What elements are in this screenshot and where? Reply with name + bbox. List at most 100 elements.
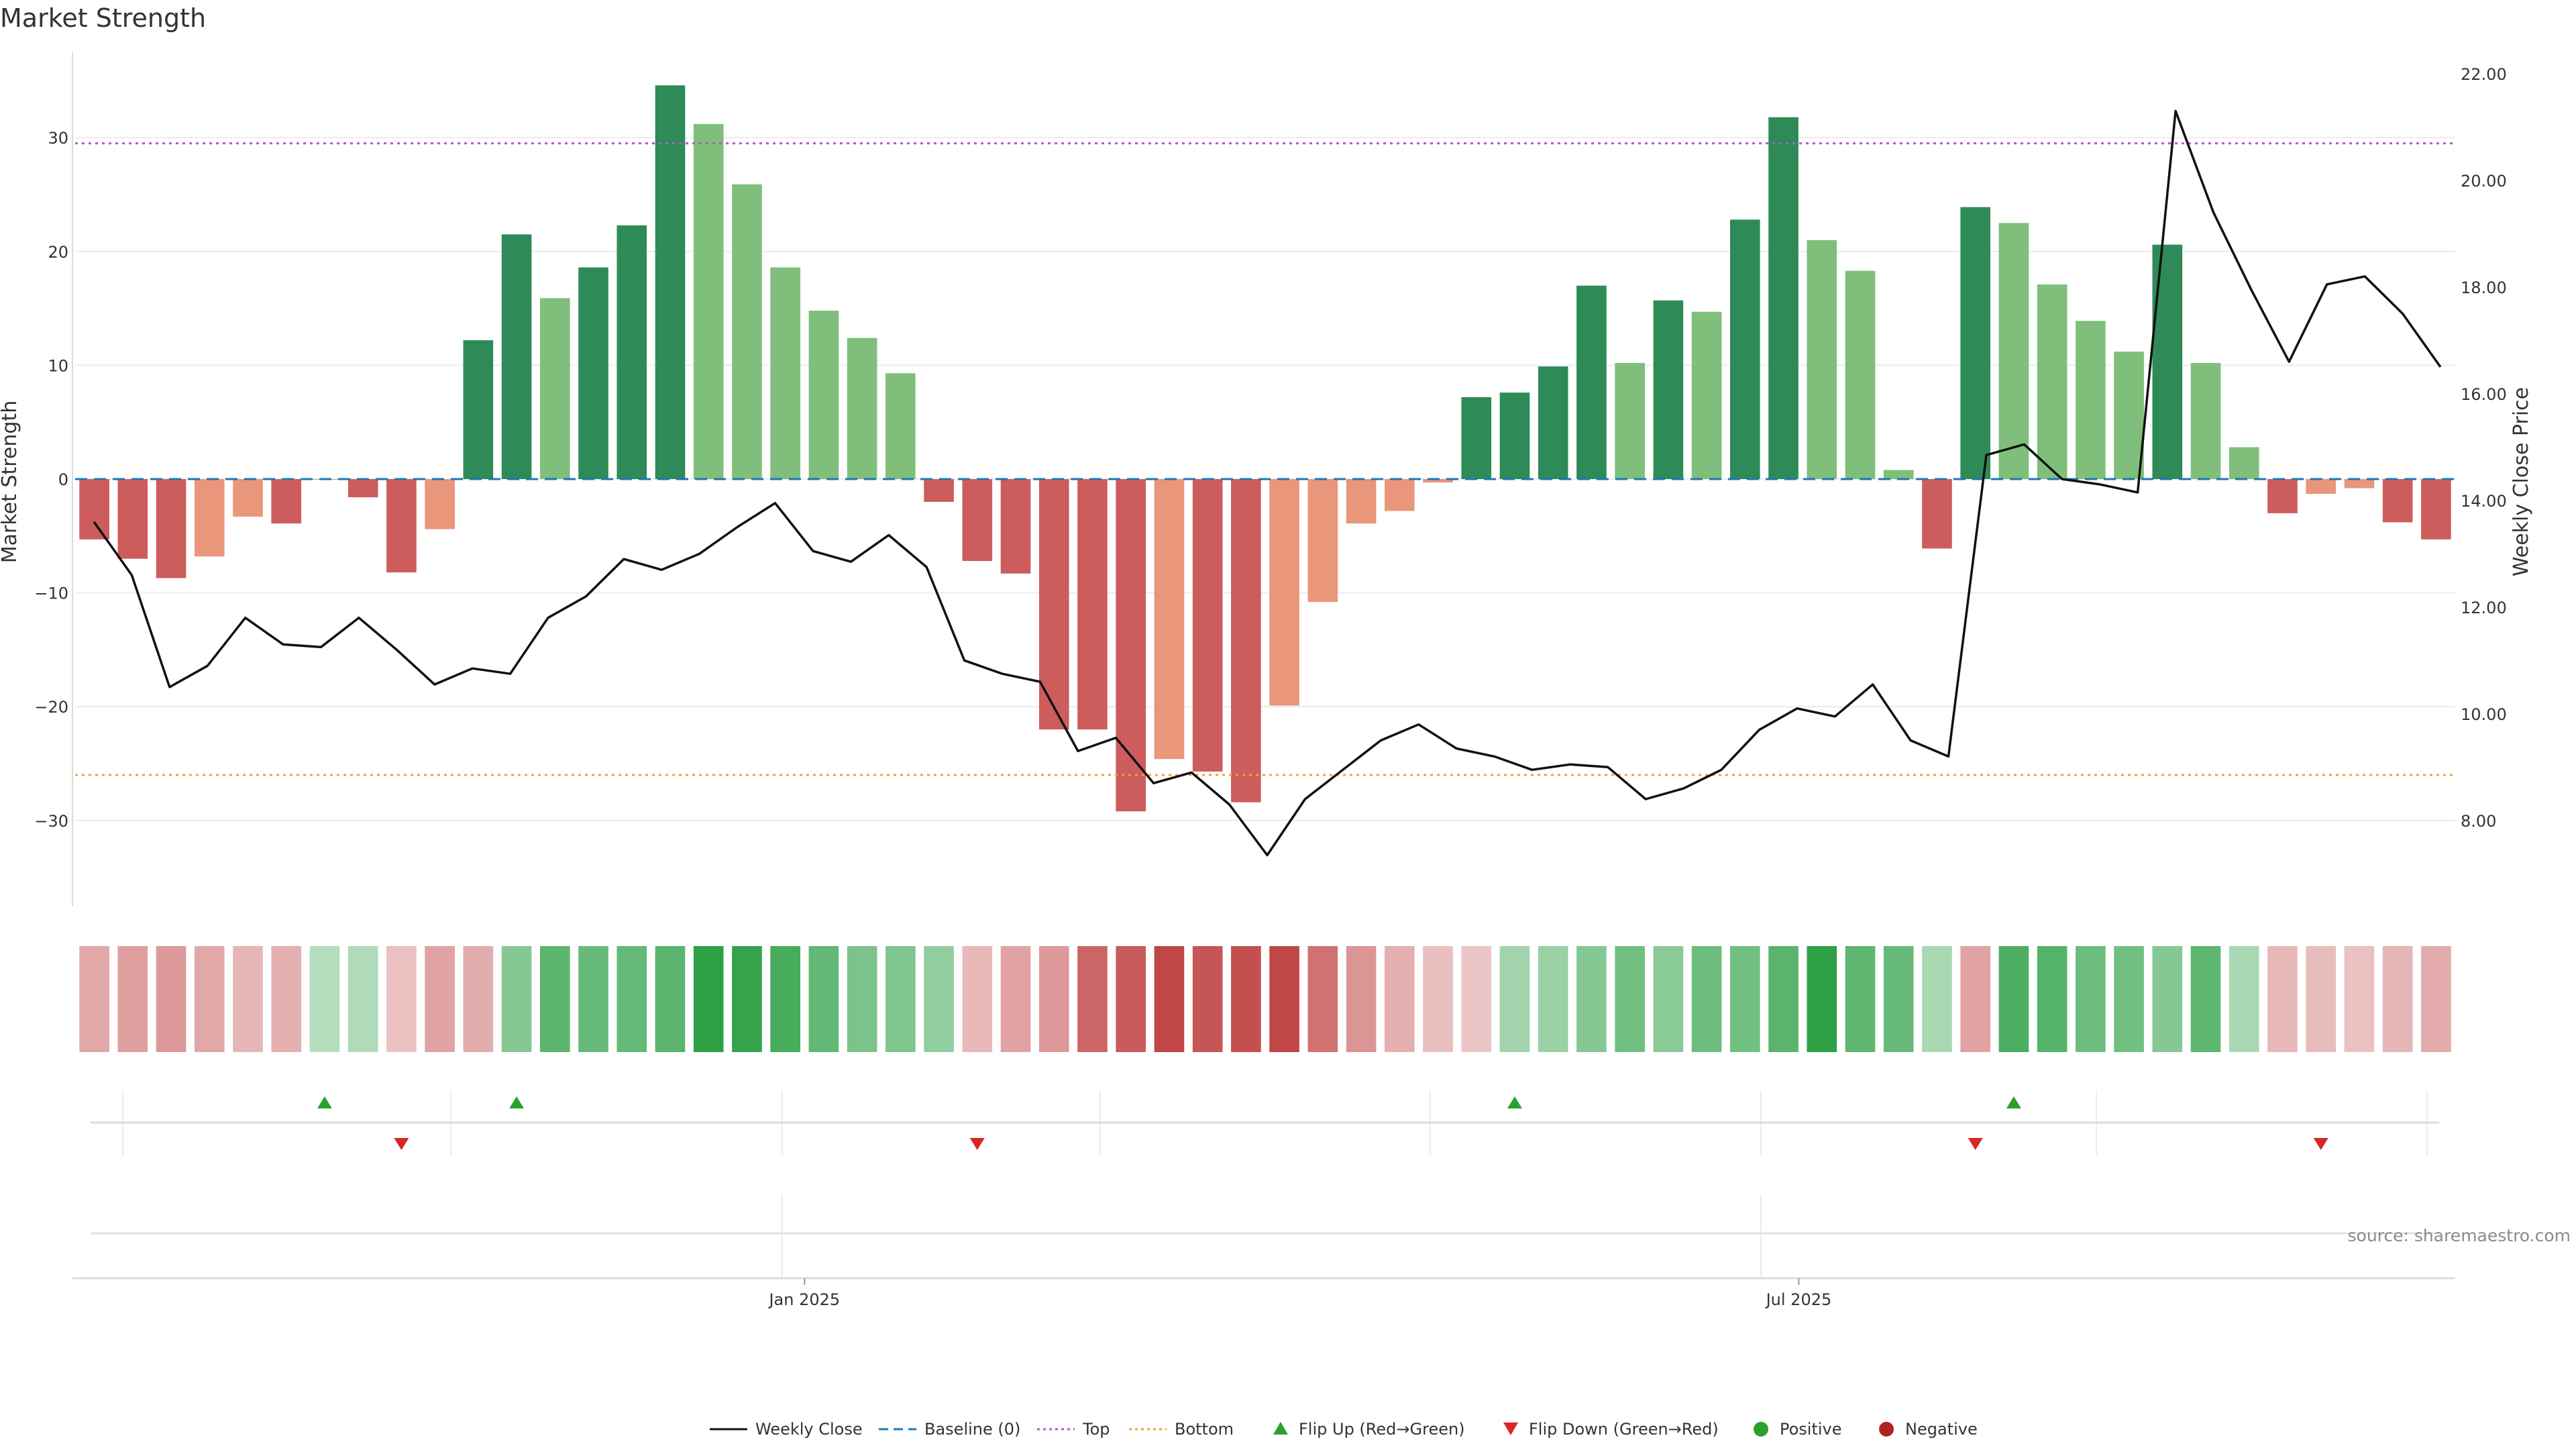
y-axis-right: 8.00 10.00 12.00 14.00 16.00 18.00 20.00 22.00 [2461,65,2507,831]
legend-triangle-down-icon [1503,1422,1518,1435]
flip-up-marker [317,1096,332,1108]
strip-cell [2076,946,2106,1052]
strength-heat-strip [79,946,2451,1052]
strength-bar [1883,470,1914,479]
y2-tick-label: 22.00 [2461,65,2507,84]
strip-cell [1615,946,1645,1052]
strength-bar [1000,479,1031,574]
strength-bar [2382,479,2413,523]
strip-cell [1653,946,1684,1052]
legend-label: Flip Down (Green→Red) [1529,1420,1719,1439]
strip-cell [2306,946,2337,1052]
y-tick-label: 0 [58,470,68,489]
strip-cell [117,946,148,1052]
bars-layer [79,85,2451,812]
strip-cell [2037,946,2068,1052]
strength-bar [463,340,494,479]
strength-bar [770,267,800,479]
legend-label: Flip Up (Red→Green) [1299,1420,1465,1439]
bottom-panel [72,1194,2455,1280]
legend-label: Positive [1780,1420,1842,1439]
strength-bar [1615,363,1645,479]
legend-circle-icon [1879,1422,1894,1437]
strength-bar [808,310,839,479]
strip-cell [1461,946,1492,1052]
x-tick-label: Jul 2025 [1765,1290,1832,1309]
strip-cell [2421,946,2451,1052]
strip-cell [2382,946,2413,1052]
strip-cell [732,946,762,1052]
strength-bar [194,479,225,557]
strength-bar [1998,223,2029,479]
strength-bar [2421,479,2451,539]
strip-cell [1768,946,1799,1052]
strength-bar [2306,479,2337,495]
y2-tick-label: 12.00 [2461,599,2507,617]
strength-bar [655,85,686,479]
strength-bar [2037,284,2068,479]
strength-bar [425,479,455,529]
legend-item: Top [1037,1420,1110,1439]
legend-item: Flip Down (Green→Red) [1503,1420,1719,1439]
legend-triangle-up-icon [1273,1422,1288,1435]
y2-axis-title: Weekly Close Price [2510,387,2533,576]
strip-cell [309,946,340,1052]
strip-cell [1998,946,2029,1052]
strip-cell [2114,946,2144,1052]
strength-bar [2076,321,2106,479]
strip-cell [1691,946,1722,1052]
chart-title: Market Strength [0,3,206,33]
strength-bar [885,373,916,479]
x-axis: Jan 2025 Jul 2025 [767,1278,1831,1309]
strip-cell [1269,946,1299,1052]
strip-cell [2229,946,2259,1052]
strength-bar [79,479,109,539]
strip-cell [885,946,916,1052]
strip-cell [1307,946,1338,1052]
strip-cell [1154,946,1185,1052]
strip-cell [616,946,647,1052]
strength-bar [732,184,762,479]
strip-cell [1384,946,1415,1052]
strength-bar [1807,240,1837,479]
strip-cell [233,946,263,1052]
strength-bar [1960,207,1990,479]
strength-bar [962,479,993,562]
strength-bar [1346,479,1377,524]
source-note: source: sharemaestro.com [2348,1226,2571,1245]
strength-bar [386,479,417,573]
flip-up-marker [1507,1096,1522,1108]
strength-bar [1922,479,1952,549]
strip-cell [808,946,839,1052]
strip-cell [1000,946,1031,1052]
strength-bar [924,479,954,502]
y2-tick-label: 8.00 [2461,812,2496,831]
strip-cell [1960,946,1990,1052]
strength-bar [578,267,608,479]
y-axis-title: Market Strength [0,401,21,563]
y2-tick-label: 16.00 [2461,385,2507,404]
strength-bar [1461,397,1492,479]
strip-cell [463,946,494,1052]
legend-item: Weekly Close [710,1420,863,1439]
strip-cell [1499,946,1530,1052]
y-tick-label: 20 [48,243,68,262]
y-axis-left: −30 −20 −10 0 10 20 30 [34,52,73,906]
strength-bar [847,338,877,479]
strip-cell [271,946,302,1052]
y2-tick-label: 10.00 [2461,705,2507,724]
weekly-close-line-layer [93,109,2442,857]
legend-item: Bottom [1129,1420,1234,1439]
strip-cell [1077,946,1108,1052]
strip-cell [962,946,993,1052]
strength-bar [1538,366,1568,479]
strip-cell [156,946,186,1052]
strength-bar [1845,270,1876,479]
strength-bar [1384,479,1415,511]
y2-tick-label: 14.00 [2461,492,2507,511]
strip-cell [847,946,877,1052]
strip-cell [1845,946,1876,1052]
strip-cell [693,946,724,1052]
strength-bar [2267,479,2298,513]
